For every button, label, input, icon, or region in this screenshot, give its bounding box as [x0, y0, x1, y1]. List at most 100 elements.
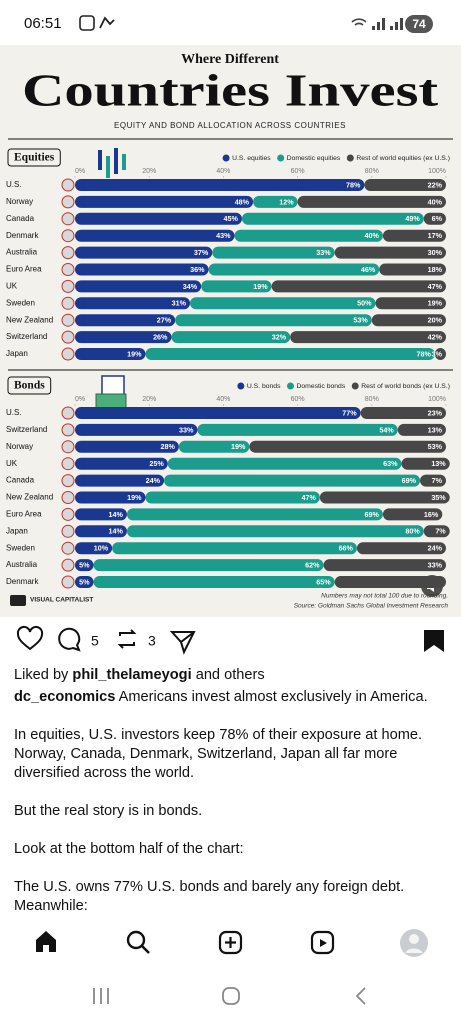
comment-count: 5 [91, 633, 99, 649]
value-label: 22% [428, 180, 443, 189]
create-tab[interactable] [218, 930, 243, 955]
bar-segment [234, 229, 383, 242]
x-tick-label: 40% [216, 168, 230, 175]
note: Numbers may not total 100 due to roundin… [321, 593, 448, 600]
bar-segment [75, 407, 361, 419]
x-tick-label: 80% [365, 396, 379, 403]
caption-paragraph: Look at the bottom half of the chart: [14, 841, 244, 857]
value-label: 14% [109, 510, 124, 519]
status-icon [99, 16, 115, 29]
legend-swatch [286, 382, 294, 390]
category-label: U.S. [6, 180, 22, 189]
flag [61, 457, 75, 471]
post-image [0, 45, 461, 617]
profile-avatar [405, 948, 423, 953]
bar-segment [75, 474, 165, 487]
legend-label: Rest of world bonds (ex U.S.) [361, 383, 450, 390]
value-label: 28% [160, 442, 175, 451]
share-button[interactable] [169, 631, 196, 655]
caption-paragraph: dc_economics Americans invest almost exc… [14, 688, 450, 707]
value-label: 12% [279, 197, 294, 206]
home-tab[interactable] [36, 931, 56, 952]
bar-segment [334, 246, 446, 259]
flag [61, 423, 75, 437]
bar-segment [356, 542, 446, 555]
category-label: Norway [6, 442, 33, 451]
flag [61, 279, 75, 293]
battery-level: 74 [412, 17, 426, 31]
bar-segment [75, 559, 94, 572]
value-label: 45% [224, 214, 239, 223]
legend-label: Rest of world equities (ex U.S.) [356, 155, 450, 162]
back-button[interactable] [355, 987, 366, 1005]
save-button[interactable] [424, 630, 444, 652]
category-label: Denmark [6, 577, 39, 586]
like-button[interactable] [16, 625, 44, 651]
category-label: Sweden [6, 543, 35, 552]
source: Source: Goldman Sachs Global Investment … [294, 603, 449, 610]
legend-label: Domestic equities [287, 155, 341, 162]
category-label: Denmark [6, 231, 39, 240]
comment-button[interactable] [58, 627, 81, 652]
bar-segment [423, 212, 446, 225]
bar-segment [401, 457, 450, 470]
value-label: 78% [416, 349, 431, 358]
search-tab[interactable] [126, 930, 146, 950]
x-tick-label: 40% [216, 396, 230, 403]
value-label: 63% [383, 459, 398, 468]
category-label: Norway [6, 197, 33, 206]
value-label: 49% [405, 214, 420, 223]
legend-label: U.S. bonds [247, 383, 281, 390]
chart-icon [98, 148, 126, 178]
infographic-subtitle: EQUITY AND BOND ALLOCATION ACROSS COUNTR… [114, 121, 346, 130]
value-label: 54% [379, 425, 394, 434]
recents-button[interactable] [93, 988, 109, 1004]
x-tick-label: 100% [428, 396, 446, 403]
value-label: 7% [432, 476, 443, 485]
infographic-headline: Countries Invest [22, 65, 439, 116]
caption-user[interactable]: dc_economics [14, 689, 116, 705]
legend-swatch [346, 154, 354, 162]
profile-avatar [409, 934, 419, 944]
bar-segment [323, 559, 446, 572]
bar-segment [75, 314, 176, 327]
reels-tab[interactable] [310, 930, 335, 955]
chart-title-box [7, 148, 61, 167]
bar-segment [75, 491, 146, 504]
category-label: Sweden [6, 298, 35, 307]
bar-segment [167, 457, 402, 470]
flag [61, 541, 75, 555]
bar-segment [397, 423, 446, 436]
status-time: 06:51 [24, 15, 62, 32]
bar-segment [75, 576, 94, 588]
bar-segment [171, 331, 291, 344]
repost-button[interactable] [117, 629, 137, 649]
bar-segment [190, 297, 376, 310]
caption-paragraph: But the real story is in bonds. [14, 803, 203, 819]
flag [61, 474, 75, 488]
liked-user[interactable]: phil_thelameyogi [72, 667, 192, 683]
bar-segment [75, 440, 179, 453]
liked-prefix: Liked by [14, 667, 69, 683]
bar-segment [75, 246, 213, 259]
flag [61, 491, 75, 504]
bar-segment [75, 195, 254, 208]
bar-segment [126, 525, 424, 538]
x-tick-label: 80% [365, 168, 379, 175]
legend-label: Domestic bonds [296, 383, 345, 390]
value-label: 35% [431, 493, 446, 502]
bar-segment [241, 212, 424, 225]
bar-segment [93, 559, 324, 572]
value-label: 3% [432, 349, 443, 358]
value-label: 53% [428, 442, 443, 451]
search-tab-handle [141, 945, 150, 954]
category-label: Canada [6, 476, 35, 485]
flag [61, 313, 75, 327]
value-label: 36% [190, 265, 205, 274]
caption-paragraph: In equities, U.S. investors keep 78% of … [14, 727, 423, 781]
home-button[interactable] [222, 987, 240, 1005]
value-label: 66% [339, 544, 354, 553]
value-label: 47% [301, 493, 316, 502]
bar-segment [145, 491, 320, 504]
flag [61, 440, 75, 454]
